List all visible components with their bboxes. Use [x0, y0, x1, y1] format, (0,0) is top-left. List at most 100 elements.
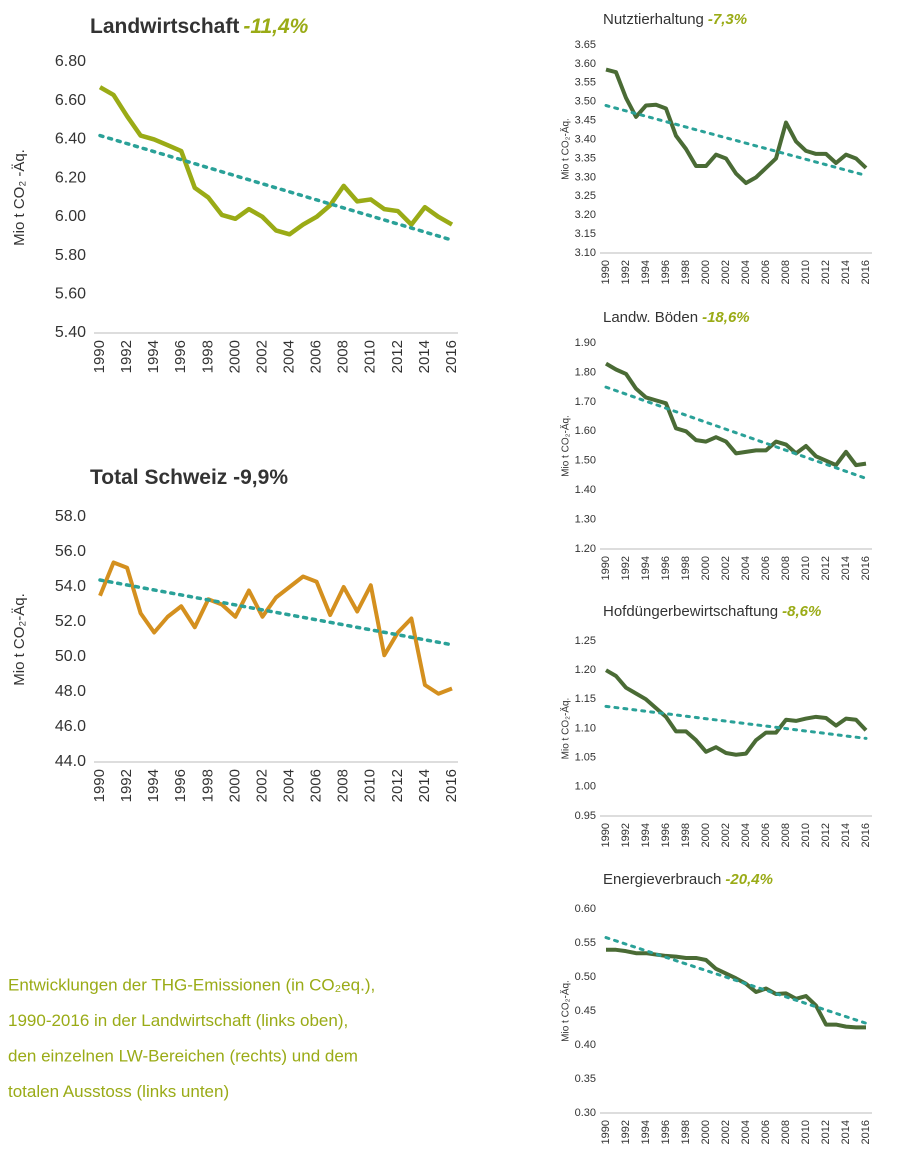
x-tick-label: 2016	[860, 556, 872, 580]
y-axis-label: Mio t CO₂ -Äq.	[11, 149, 28, 246]
trend-line	[604, 704, 868, 740]
x-tick-label: 2008	[780, 556, 792, 580]
y-tick-label: 3.20	[575, 209, 596, 221]
y-tick-label: 0.45	[575, 1005, 596, 1017]
y-tick-label: 3.50	[575, 96, 596, 108]
x-tick-label: 2014	[840, 1120, 852, 1144]
trend-line	[98, 578, 454, 647]
x-tick-label: 1992	[620, 556, 632, 580]
trend-line	[98, 133, 454, 242]
y-tick-label: 1.50	[575, 455, 596, 467]
y-tick-label: 0.60	[575, 903, 596, 915]
x-tick-label: 1990	[600, 823, 612, 847]
x-tick-label: 2016	[443, 340, 460, 373]
y-tick-label: 1.15	[575, 693, 596, 705]
y-tick-label: 0.55	[575, 937, 596, 949]
y-tick-label: 1.70	[575, 396, 596, 408]
y-tick-label: 6.20	[55, 169, 86, 186]
x-tick-label: 2010	[800, 823, 812, 847]
x-tick-label: 1996	[660, 823, 672, 847]
y-tick-label: 3.40	[575, 133, 596, 145]
y-tick-label: 3.45	[575, 115, 596, 127]
x-tick-label: 2006	[760, 556, 772, 580]
y-axis-label: Mio t CO₂-Äq.	[11, 593, 28, 686]
y-tick-label: 1.80	[575, 366, 596, 378]
x-tick-label: 2004	[740, 823, 752, 847]
x-tick-label: 2006	[308, 769, 325, 802]
y-tick-label: 1.60	[575, 425, 596, 437]
x-tick-label: 1996	[172, 769, 189, 802]
x-tick-label: 2016	[443, 769, 460, 802]
y-tick-label: 3.10	[575, 247, 596, 259]
y-tick-label: 3.15	[575, 228, 596, 240]
x-tick-label: 2002	[720, 260, 732, 284]
y-tick-label: 6.00	[55, 208, 86, 225]
title-text: Total Schweiz -9,9%	[90, 466, 288, 489]
x-tick-label: 1998	[199, 340, 216, 373]
x-tick-label: 1992	[118, 769, 135, 802]
x-tick-label: 2014	[840, 556, 852, 580]
title-text: Landw. Böden	[603, 309, 698, 326]
y-tick-label: 1.30	[575, 513, 596, 525]
y-tick-label: 50.0	[55, 648, 86, 665]
x-tick-label: 2004	[281, 340, 298, 373]
x-tick-label: 1998	[680, 260, 692, 284]
y-tick-label: 6.40	[55, 131, 86, 148]
x-tick-label: 2012	[389, 340, 406, 373]
y-tick-label: 1.90	[575, 337, 596, 349]
x-tick-label: 1992	[620, 260, 632, 284]
trend-line	[604, 385, 868, 480]
x-tick-label: 2006	[760, 1120, 772, 1144]
x-tick-label: 1990	[600, 556, 612, 580]
x-tick-label: 2004	[740, 1120, 752, 1144]
chart-title: Total Schweiz -9,9%	[90, 466, 288, 489]
x-tick-label: 1998	[680, 556, 692, 580]
x-tick-label: 2012	[820, 1120, 832, 1144]
data-line	[606, 947, 866, 1030]
y-tick-label: 52.0	[55, 613, 86, 630]
x-tick-label: 2000	[700, 556, 712, 580]
data-line	[605, 67, 868, 186]
x-tick-label: 1996	[660, 260, 672, 284]
chart-title: Nutztierhaltung -7,3%	[603, 11, 747, 28]
title-change: -7,3%	[708, 11, 747, 28]
x-tick-label: 2014	[416, 340, 433, 373]
trend-line	[604, 104, 868, 177]
x-tick-label: 2016	[860, 823, 872, 847]
x-tick-label: 2002	[720, 1120, 732, 1144]
caption-line: 1990-2016 in der Landwirtschaft (links o…	[8, 1011, 348, 1030]
x-tick-label: 1998	[199, 769, 216, 802]
y-tick-label: 0.50	[575, 971, 596, 983]
chart-title: Landwirtschaft -11,4%	[90, 15, 309, 38]
x-tick-label: 2002	[720, 823, 732, 847]
chart-title: Energieverbrauch -20,4%	[603, 871, 773, 888]
x-tick-label: 1994	[640, 823, 652, 847]
y-tick-label: 3.35	[575, 152, 596, 164]
x-tick-label: 2012	[820, 823, 832, 847]
title-text: Nutztierhaltung	[603, 11, 704, 28]
y-tick-label: 46.0	[55, 718, 86, 735]
x-tick-label: 1990	[91, 769, 108, 802]
y-tick-label: 5.60	[55, 286, 86, 303]
y-tick-label: 3.55	[575, 77, 596, 89]
x-tick-label: 2004	[281, 769, 298, 802]
y-tick-label: 1.20	[575, 664, 596, 676]
y-tick-label: 3.65	[575, 39, 596, 51]
x-tick-label: 2016	[860, 1120, 872, 1144]
x-tick-label: 1990	[91, 340, 108, 373]
x-tick-label: 2004	[740, 260, 752, 284]
x-tick-label: 1992	[620, 1120, 632, 1144]
x-tick-label: 2006	[760, 823, 772, 847]
x-tick-label: 1994	[640, 260, 652, 284]
data-line	[604, 668, 868, 757]
x-tick-label: 1992	[620, 823, 632, 847]
y-tick-label: 1.10	[575, 722, 596, 734]
x-tick-label: 1996	[172, 340, 189, 373]
title-text: Landwirtschaft	[90, 15, 239, 38]
x-tick-label: 2014	[840, 823, 852, 847]
x-tick-label: 1990	[600, 1120, 612, 1144]
x-tick-label: 1996	[660, 556, 672, 580]
x-tick-label: 2000	[226, 340, 243, 373]
x-tick-label: 2006	[308, 340, 325, 373]
